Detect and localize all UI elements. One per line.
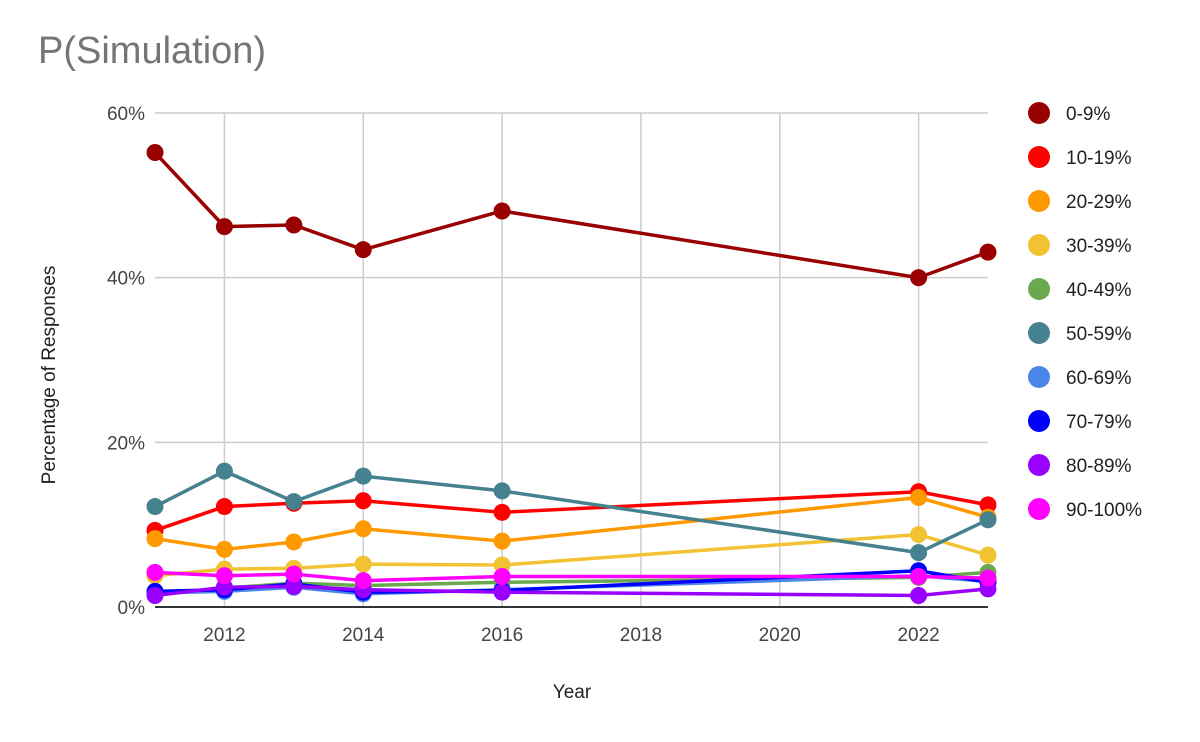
data-point-30-39[interactable] [979,546,997,564]
data-point-0-9[interactable] [493,202,511,220]
data-point-50-59[interactable] [146,498,164,516]
data-point-20-29[interactable] [285,533,303,551]
y-tick-label: 0% [118,598,146,619]
data-point-20-29[interactable] [910,488,928,506]
data-point-10-19[interactable] [493,503,511,521]
data-point-90-100[interactable] [979,569,997,587]
data-point-90-100[interactable] [354,572,372,590]
legend-label-10-19: 10-19% [1066,148,1132,169]
data-point-50-59[interactable] [285,493,303,511]
legend-swatch-40-49 [1028,278,1050,300]
data-point-20-29[interactable] [493,532,511,550]
x-axis-title: Year [553,682,592,703]
data-point-50-59[interactable] [354,467,372,485]
x-tick-label: 2014 [342,625,385,646]
x-tick-labels: 2012 2014 2016 2018 2020 2022 [203,625,939,646]
legend-swatch-80-89 [1028,454,1050,476]
legend-swatch-90-100 [1028,498,1050,520]
data-point-90-100[interactable] [146,563,164,581]
legend-label-80-89: 80-89% [1066,456,1132,477]
data-point-0-9[interactable] [910,269,928,287]
legend-swatch-0-9 [1028,102,1050,124]
chart-title: P(Simulation) [38,30,267,72]
data-point-80-89[interactable] [285,577,303,595]
data-point-90-100[interactable] [910,568,928,586]
series-line-50-59 [154,469,989,555]
legend-label-0-9: 0-9% [1066,104,1110,125]
data-point-10-19[interactable] [354,492,372,510]
data-point-50-59[interactable] [215,462,233,480]
data-point-50-59[interactable] [910,544,928,562]
legend-label-60-69: 60-69% [1066,368,1132,389]
data-point-90-100[interactable] [493,568,511,586]
y-tick-label: 60% [107,104,145,125]
legend-label-90-100: 90-100% [1066,500,1142,521]
legend-swatch-10-19 [1028,146,1050,168]
series-lines [153,151,989,598]
legend-swatch-60-69 [1028,366,1050,388]
data-point-20-29[interactable] [215,540,233,558]
data-point-50-59[interactable] [493,482,511,500]
legend-swatch-50-59 [1028,322,1050,344]
data-point-50-59[interactable] [979,511,997,529]
data-point-90-100[interactable] [285,565,303,583]
data-point-20-29[interactable] [354,520,372,538]
grid-lines [155,112,988,607]
x-tick-label: 2012 [203,625,245,646]
series-line-0-9 [153,151,989,280]
x-tick-label: 2016 [481,625,523,646]
x-tick-label: 2018 [620,625,662,646]
data-point-10-19[interactable] [979,496,997,514]
data-point-30-39[interactable] [910,526,928,544]
data-point-30-39[interactable] [354,555,372,573]
data-point-0-9[interactable] [146,144,164,162]
data-point-90-100[interactable] [215,567,233,585]
legend-swatch-30-39 [1028,234,1050,256]
data-point-0-9[interactable] [354,241,372,259]
y-tick-labels: 0% 20% 40% 60% [107,104,145,619]
legend-label-40-49: 40-49% [1066,280,1132,301]
legend-swatch-70-79 [1028,410,1050,432]
series-points [146,144,997,604]
legend-label-70-79: 70-79% [1066,412,1132,433]
data-point-80-89[interactable] [493,583,511,601]
data-point-20-29[interactable] [146,530,164,548]
x-tick-label: 2020 [759,625,801,646]
x-tick-label: 2022 [897,625,939,646]
y-axis-title: Percentage of Responses [39,266,60,485]
legend-label-50-59: 50-59% [1066,324,1132,345]
data-point-10-19[interactable] [215,498,233,516]
data-point-0-9[interactable] [979,243,997,261]
y-tick-label: 40% [107,269,145,290]
legend-label-20-29: 20-29% [1066,192,1132,213]
legend: 0-9% 10-19% 20-29% 30-39% 40-49% 50-59% 60-69%… [1028,102,1142,521]
data-point-0-9[interactable] [215,218,233,236]
series-line-30-39 [154,532,989,578]
legend-label-30-39: 30-39% [1066,236,1132,257]
y-tick-label: 20% [107,433,145,454]
legend-swatch-20-29 [1028,190,1050,212]
data-point-80-89[interactable] [146,586,164,604]
series-line-10-19 [154,489,989,533]
data-point-80-89[interactable] [910,586,928,604]
data-point-0-9[interactable] [285,216,303,234]
